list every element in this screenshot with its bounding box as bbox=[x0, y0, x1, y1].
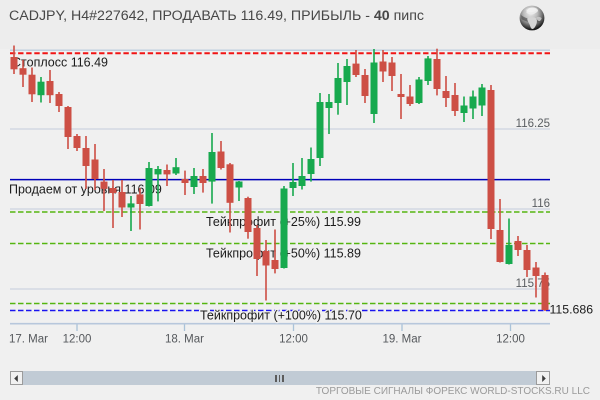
svg-text:115.75: 115.75 bbox=[516, 278, 550, 290]
svg-text:12:00: 12:00 bbox=[496, 334, 525, 346]
svg-text:Тейкпрофит (+100%) 115.70: Тейкпрофит (+100%) 115.70 bbox=[200, 309, 362, 323]
svg-text:116.25: 116.25 bbox=[516, 118, 550, 130]
svg-text:Стоплосс 116.49: Стоплосс 116.49 bbox=[12, 56, 108, 70]
svg-text:17. Mar: 17. Mar bbox=[9, 334, 48, 346]
svg-text:115.686: 115.686 bbox=[550, 302, 594, 316]
svg-text:12:00: 12:00 bbox=[279, 334, 308, 346]
svg-text:18. Mar: 18. Mar bbox=[165, 334, 204, 346]
svg-text:12:00: 12:00 bbox=[63, 334, 92, 346]
svg-text:19. Mar: 19. Mar bbox=[383, 334, 422, 346]
svg-text:116: 116 bbox=[532, 198, 550, 210]
